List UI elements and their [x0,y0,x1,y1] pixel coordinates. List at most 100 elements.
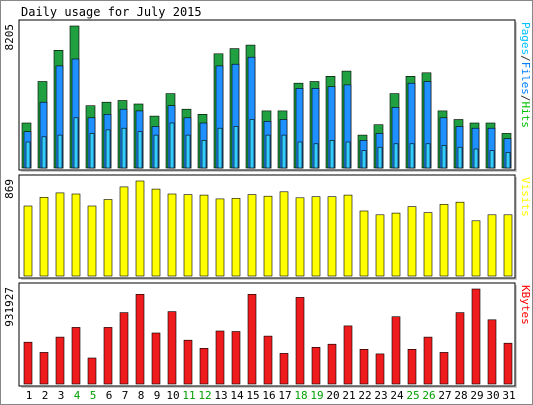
bar-visits-day-9 [151,188,161,277]
bar-pages-day-31 [505,152,511,169]
bar-kbytes-day-13 [215,330,225,385]
bar-pages-day-1 [25,141,31,169]
bar-kbytes-day-19 [311,346,321,385]
bar-kbytes-day-30 [487,319,497,385]
series-pages [25,117,511,169]
x-axis-labels: 1 2 3 4 5 6 7 8 9 10 11 12 13 14 15 16 17 18 19 20 21 22 23 24 2… [26,389,516,402]
x-tick-label-22: 22 [358,389,371,402]
bar-pages-day-20 [329,140,335,169]
series-visits [23,180,513,277]
bar-pages-day-8 [137,131,143,169]
x-tick-label-16: 16 [262,389,275,402]
bar-visits-day-15 [247,194,257,277]
bar-kbytes-day-8 [135,293,145,385]
bar-visits-day-7 [119,186,129,277]
bar-pages-day-7 [121,127,127,169]
bar-pages-day-28 [457,146,463,169]
legend-kbytes: KBytes [519,285,532,325]
x-tick-label-6: 6 [106,389,113,402]
bar-kbytes-day-17 [279,353,289,385]
bar-kbytes-day-6 [103,327,113,385]
x-tick-label-26: 26 [422,389,435,402]
x-tick-label-7: 7 [122,389,129,402]
bar-pages-day-27 [441,145,447,169]
x-tick-label-28: 28 [454,389,467,402]
bar-visits-day-18 [295,197,305,277]
bar-pages-day-16 [265,134,271,169]
bar-kbytes-day-4 [71,327,81,385]
x-tick-label-12: 12 [198,389,211,402]
bar-pages-day-3 [57,134,63,169]
bar-visits-day-22 [359,210,369,277]
y-max-label-hits-files-pages: 8205 [3,24,16,51]
x-tick-label-27: 27 [438,389,451,402]
x-tick-label-24: 24 [390,389,404,402]
bar-pages-day-13 [217,127,223,169]
x-tick-label-8: 8 [138,389,145,402]
x-tick-label-13: 13 [214,389,227,402]
bar-visits-day-29 [471,220,481,277]
bar-visits-day-31 [503,214,513,277]
bar-pages-day-4 [73,117,79,169]
legend-visits: Visits [519,177,532,217]
bar-visits-day-25 [407,206,417,277]
x-tick-label-5: 5 [90,389,97,402]
bar-visits-day-4 [71,193,81,277]
bar-visits-day-20 [327,196,337,277]
bar-visits-day-10 [167,193,177,277]
x-tick-label-10: 10 [166,389,179,402]
bar-kbytes-day-9 [151,332,161,385]
legend-label-0: KBytes [519,285,532,325]
x-tick-label-21: 21 [342,389,355,402]
bar-kbytes-day-15 [247,293,257,385]
bar-pages-day-11 [185,134,191,169]
bar-visits-day-19 [311,196,321,277]
bar-pages-day-25 [409,143,415,169]
panel-kbytes: 931927 KBytes [3,282,532,388]
bar-kbytes-day-29 [471,288,481,385]
bar-kbytes-day-24 [391,316,401,385]
bar-pages-day-17 [281,134,287,169]
x-tick-label-29: 29 [470,389,483,402]
bar-pages-day-9 [153,134,159,169]
y-max-label-kbytes: 931927 [3,287,16,327]
bar-kbytes-day-7 [119,312,129,385]
bar-kbytes-day-22 [359,348,369,385]
legend-hits-files-pages: Pages/Files/Hits [519,22,532,128]
bar-visits-day-12 [199,194,209,277]
panel-hits-files-pages: 8205 Pages/Files/Hits [3,19,532,172]
x-tick-label-31: 31 [502,389,515,402]
bar-pages-day-21 [345,141,351,169]
bar-pages-day-18 [297,141,303,169]
bar-kbytes-day-14 [231,331,241,385]
bar-visits-day-23 [375,214,385,277]
bar-pages-day-12 [201,140,207,169]
x-tick-label-23: 23 [374,389,387,402]
bar-visits-day-13 [215,198,225,277]
x-tick-label-3: 3 [58,389,65,402]
bar-visits-day-1 [23,205,33,277]
bar-pages-day-23 [377,146,383,169]
bar-pages-day-22 [361,150,367,169]
x-tick-label-14: 14 [230,389,244,402]
bar-visits-day-28 [455,201,465,277]
bar-pages-day-30 [489,150,495,169]
bar-kbytes-day-11 [183,339,193,385]
bar-kbytes-day-27 [439,352,449,385]
x-tick-label-15: 15 [246,389,259,402]
bar-visits-day-27 [439,204,449,277]
bar-pages-day-14 [233,126,239,169]
bar-visits-day-2 [39,197,49,277]
bar-visits-day-24 [391,212,401,277]
bar-kbytes-day-28 [455,312,465,385]
x-tick-label-20: 20 [326,389,339,402]
bar-visits-day-30 [487,214,497,277]
bar-kbytes-day-3 [55,336,65,385]
x-tick-label-19: 19 [310,389,323,402]
bar-visits-day-16 [263,195,273,277]
bar-kbytes-day-5 [87,357,97,385]
bar-kbytes-day-10 [167,311,177,385]
bar-kbytes-day-2 [39,352,49,385]
bar-kbytes-day-31 [503,342,513,385]
